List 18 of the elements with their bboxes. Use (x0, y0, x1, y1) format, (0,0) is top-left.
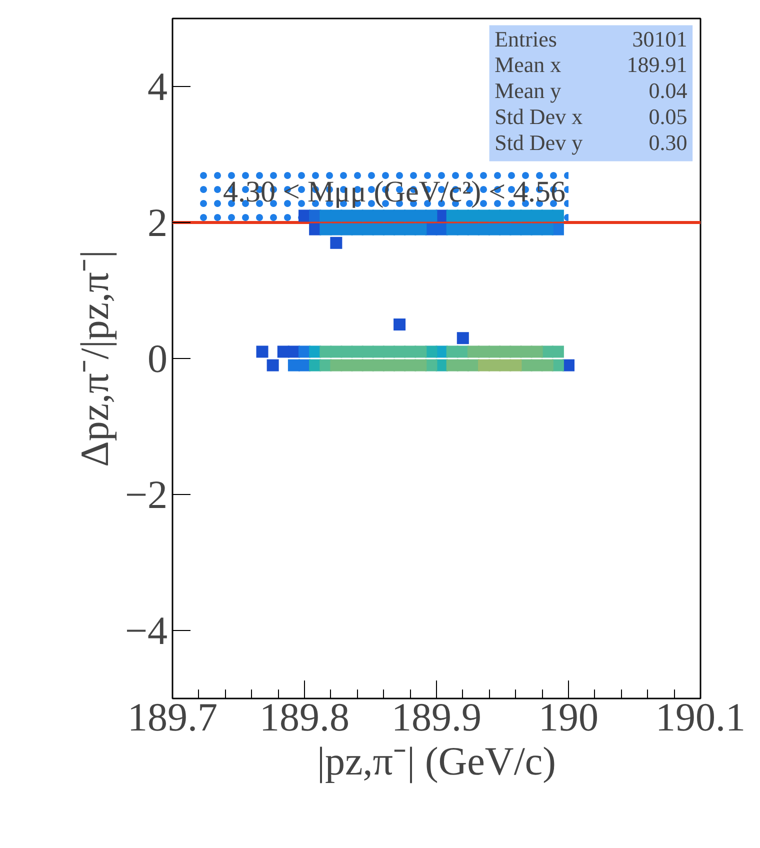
y-tick-label: 4 (148, 64, 168, 109)
x-tick-label: 189.9 (392, 694, 482, 740)
y-tick-label: 0 (148, 336, 168, 381)
text: Entries 30101 (494, 26, 688, 52)
x-tick-label: 190 (538, 694, 598, 740)
text: Std Dev y 0.30 (494, 130, 688, 155)
y-axis-title: Δpz,π⁻/|pz,π⁻| (72, 250, 117, 467)
y-tick-label: −4 (124, 608, 168, 653)
annotation: 4.30 < Mμμ (GeV/c²) < 4.56 (223, 175, 566, 208)
x-tick-label: 189.7 (128, 694, 218, 740)
x-tick-label: 190.1 (656, 694, 746, 740)
text: Std Dev x 0.05 (494, 104, 688, 129)
y-tick-label: −2 (124, 472, 168, 517)
x-tick-label: 189.8 (260, 694, 350, 740)
y-tick-label: 2 (148, 200, 168, 245)
text: Mean x 189.91 (494, 52, 688, 78)
text: Mean y 0.04 (494, 78, 688, 104)
x-axis-title: |pz,π⁻| (GeV/c) (317, 738, 556, 784)
